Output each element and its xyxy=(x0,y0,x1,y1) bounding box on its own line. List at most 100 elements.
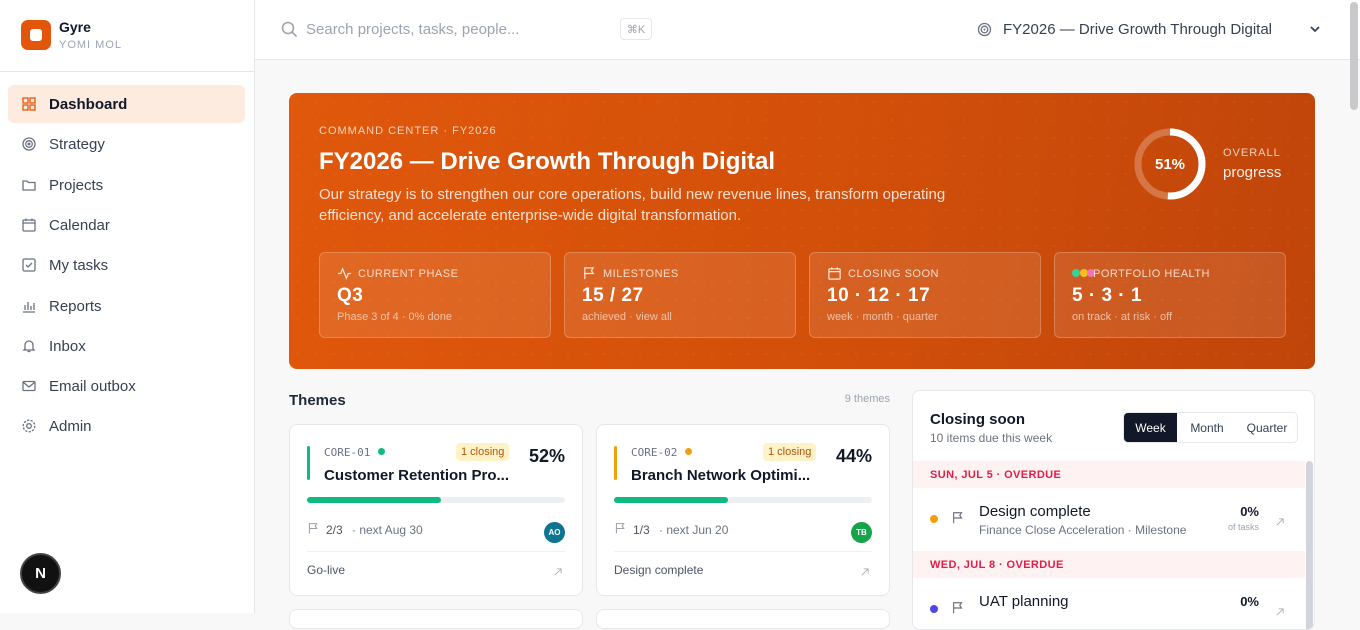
range-tab[interactable]: Quarter xyxy=(1246,420,1288,435)
owner-avatar: TB xyxy=(851,522,872,543)
nav-item[interactable]: Projects xyxy=(8,166,245,204)
group-heading-text: WED, JUL 8 · OVERDUE xyxy=(930,559,1064,571)
status-dot xyxy=(378,448,385,455)
closing-subtitle: 10 items due this week xyxy=(930,431,1053,445)
range-tab[interactable]: Week xyxy=(1124,413,1177,442)
theme-card[interactable]: CORE-01 1 closing 52% Customer Retention Pr… xyxy=(289,424,583,596)
item-dot xyxy=(930,605,938,613)
progress-track xyxy=(307,497,565,503)
theme-percent: 44% xyxy=(835,446,872,466)
themes-title: Themes xyxy=(289,392,346,409)
panel-scrollbar[interactable] xyxy=(1306,461,1313,629)
icon xyxy=(860,564,870,582)
nav-label: Projects xyxy=(49,176,104,194)
stat-label: MILESTONES xyxy=(603,268,679,280)
closing-title: Closing soon xyxy=(930,411,1025,428)
theme-percent: 52% xyxy=(528,446,565,466)
stage: Design complete xyxy=(614,563,704,577)
stat-card: PORTFOLIO HEALTH 5 · 3 · 1 on track · at r… xyxy=(1054,252,1286,338)
nav-label: My tasks xyxy=(49,257,109,275)
theme-title: Branch Network Optimi... xyxy=(631,467,811,484)
owner-avatar: AO xyxy=(544,522,565,543)
icon xyxy=(1275,514,1285,532)
stat-value: 5 · 3 · 1 xyxy=(1072,285,1142,306)
search-input[interactable]: Search projects, tasks, people... xyxy=(306,21,520,38)
search-icon xyxy=(281,21,298,38)
nav-label: Reports xyxy=(49,297,102,315)
nav-label: Dashboard xyxy=(49,96,128,113)
stat-value: 15 / 27 xyxy=(582,285,644,306)
chevron[interactable] xyxy=(1309,24,1321,34)
closing-item[interactable]: Design complete Finance Close Acceleratio… xyxy=(913,488,1305,551)
item-meta: Finance Close Acceleration · Milestone xyxy=(979,523,1187,537)
item-dot xyxy=(930,515,938,523)
progress-caption-top: OVERALL xyxy=(1223,147,1281,159)
icon xyxy=(1275,604,1285,622)
nav-item[interactable]: Calendar xyxy=(8,206,245,244)
strategy-selector[interactable]: FY2026 — Drive Growth Through Digital xyxy=(1003,21,1273,38)
stat-card: CURRENT PHASE Q3 Phase 3 of 4 · 0% done xyxy=(319,252,551,338)
user-avatar[interactable]: N xyxy=(20,553,61,594)
item-title: UAT planning xyxy=(979,593,1069,610)
icon xyxy=(553,564,563,582)
item-percent: 0% xyxy=(1240,594,1259,609)
progress-caption: progress xyxy=(1223,164,1282,181)
theme-title: Customer Retention Pro... xyxy=(324,467,510,484)
item-percent-caption: of tasks xyxy=(1227,522,1259,532)
page-scrollbar[interactable] xyxy=(1350,2,1358,110)
icon xyxy=(951,511,965,530)
progress-arc xyxy=(1134,128,1206,200)
nav-item[interactable]: Admin xyxy=(8,407,245,445)
topbar: Search projects, tasks, people... ⌘K FY2… xyxy=(255,0,1360,60)
progress-bar xyxy=(307,497,442,503)
milestones: 2/3 xyxy=(326,523,343,537)
stat-value: Q3 xyxy=(337,285,364,306)
nav-label: Inbox xyxy=(49,337,86,355)
stat-card: CLOSING SOON 10 · 12 · 17 week · month · q… xyxy=(809,252,1041,338)
nav-item[interactable]: Strategy xyxy=(8,125,245,163)
icon xyxy=(337,266,352,286)
stat-note: week · month · quarter xyxy=(827,311,938,323)
accent-bar xyxy=(307,446,310,480)
closing-pill: 1 closing xyxy=(456,443,510,461)
hero: COMMAND CENTER · FY2026 FY2026 — Drive G… xyxy=(289,93,1315,369)
nav-item[interactable]: My tasks xyxy=(8,246,245,284)
theme-card[interactable]: CORE-02 1 closing 44% Branch Network Optimi… xyxy=(596,424,890,596)
stat-label: PORTFOLIO HEALTH xyxy=(1093,268,1211,280)
themes-count: 9 themes xyxy=(844,393,890,405)
item-percent: 0% xyxy=(1240,504,1259,519)
shortcut-hint: ⌘K xyxy=(620,18,652,40)
closing-soon-panel: Closing soon 10 items due this week Week… xyxy=(912,390,1315,630)
nav-item[interactable]: Reports xyxy=(8,287,245,325)
status-dot xyxy=(685,448,692,455)
stage: Go-live xyxy=(307,563,346,577)
brand-user: YOMI MOL xyxy=(59,39,123,51)
closing-pill: 1 closing xyxy=(763,443,817,461)
strategy-icon xyxy=(977,22,992,37)
next-date: · next Jun 20 xyxy=(659,523,729,537)
icon xyxy=(614,522,627,540)
hero-title: FY2026 — Drive Growth Through Digital xyxy=(319,148,776,175)
next-date: · next Aug 30 xyxy=(352,523,423,537)
divider xyxy=(614,551,872,552)
sidebar: Gyre YOMI MOL Dashboard Strategy Projects C… xyxy=(0,0,255,613)
accent-bar xyxy=(614,446,617,480)
hero-description: Our strategy is to strengthen our core o… xyxy=(319,186,946,224)
group-heading: SUN, JUL 5 · OVERDUE xyxy=(913,461,1305,488)
closing-item[interactable]: UAT planning 0% xyxy=(913,578,1305,629)
theme-code: CORE-01 xyxy=(324,446,371,459)
theme-code: CORE-02 xyxy=(631,446,678,459)
range-tab[interactable]: Month xyxy=(1190,420,1224,435)
stat-note: achieved · view all xyxy=(582,311,672,323)
nav-item[interactable]: Email outbox xyxy=(8,367,245,405)
stat-note: on track · at risk · off xyxy=(1072,311,1173,323)
nav-item[interactable]: Dashboard xyxy=(8,85,245,123)
nav-item[interactable]: Inbox xyxy=(8,327,245,365)
milestones: 1/3 xyxy=(633,523,650,537)
progress-bar xyxy=(614,497,728,503)
icon xyxy=(582,266,597,286)
range-tabs: Week Month Quarter xyxy=(1123,412,1298,443)
stat-label: CLOSING SOON xyxy=(848,268,939,280)
logo xyxy=(21,20,51,50)
